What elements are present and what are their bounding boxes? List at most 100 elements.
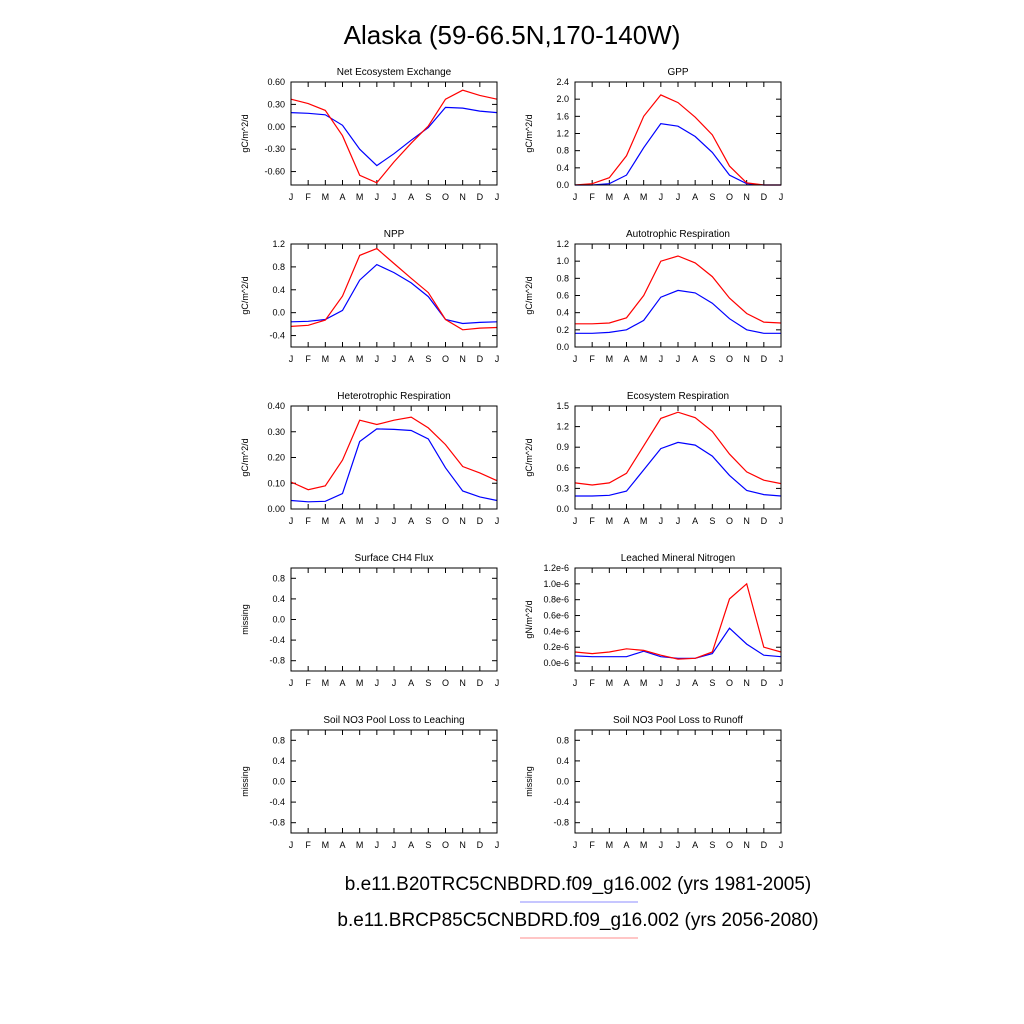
x-tick-label: J — [392, 192, 397, 202]
x-tick-label: J — [289, 192, 294, 202]
x-tick-label: O — [726, 840, 733, 850]
plot-frame — [290, 81, 498, 186]
x-tick-label: J — [495, 354, 500, 364]
y-tick-label: 0.8 — [272, 573, 285, 583]
series-line-2056-2080 — [575, 255, 782, 325]
y-axis-label: gC/m^2/d — [524, 276, 534, 314]
x-tick-label: O — [442, 192, 449, 202]
panel-title: Heterotrophic Respiration — [337, 391, 450, 402]
x-tick-label: A — [692, 516, 698, 526]
x-tick-label: A — [408, 840, 414, 850]
x-tick-label: N — [743, 354, 750, 364]
y-tick-label: 0.30 — [267, 427, 285, 437]
x-tick-label: M — [356, 192, 364, 202]
y-tick-label: 0.00 — [267, 122, 285, 132]
x-tick-label: J — [659, 678, 664, 688]
x-tick-label: D — [477, 678, 484, 688]
x-tick-label: S — [425, 840, 431, 850]
y-tick-label: 0.8 — [272, 262, 285, 272]
y-tick-label: -0.4 — [269, 635, 285, 645]
x-tick-label: M — [640, 516, 648, 526]
x-tick-label: N — [459, 516, 466, 526]
x-tick-label: J — [676, 516, 681, 526]
x-tick-label: N — [459, 678, 466, 688]
plot-frame — [574, 243, 782, 348]
series-line-2056-2080 — [290, 89, 498, 184]
series-line-2056-2080 — [290, 247, 498, 331]
chart-panel: Surface CH4 Flux-0.8-0.40.00.40.8J F M A M J J… — [240, 553, 499, 688]
x-tick-label: D — [477, 516, 484, 526]
y-tick-label: 0.0 — [556, 504, 569, 514]
panel-title: Surface CH4 Flux — [355, 553, 434, 564]
x-tick-label: J — [573, 840, 578, 850]
x-tick-label: A — [339, 678, 345, 688]
x-tick-label: D — [761, 516, 768, 526]
x-tick-label: F — [589, 516, 595, 526]
y-tick-label: 1.0 — [556, 256, 569, 266]
plot-frame — [574, 567, 782, 672]
x-tick-label: O — [442, 516, 449, 526]
x-tick-label: A — [408, 192, 414, 202]
x-tick-label: J — [392, 840, 397, 850]
plot-frame — [574, 405, 782, 510]
x-tick-label: M — [606, 678, 614, 688]
y-tick-label: 0.60 — [267, 77, 285, 87]
x-tick-label: A — [408, 678, 414, 688]
y-tick-label: 0.4 — [272, 285, 285, 295]
legend: b.e11.B20TRC5CNBDRD.f09_g16.002 (yrs 198… — [337, 874, 819, 939]
x-tick-label: J — [573, 678, 578, 688]
x-tick-label: N — [459, 354, 466, 364]
x-tick-label: M — [322, 354, 330, 364]
y-tick-label: -0.4 — [553, 797, 569, 807]
panel-title: Ecosystem Respiration — [627, 391, 729, 402]
x-tick-label: J — [659, 516, 664, 526]
x-tick-label: J — [495, 840, 500, 850]
x-tick-label: A — [623, 192, 629, 202]
y-axis-label: missing — [240, 766, 250, 797]
panel-title: Net Ecosystem Exchange — [337, 67, 452, 78]
y-tick-label: 0.6e-6 — [543, 611, 569, 621]
x-tick-label: N — [743, 678, 750, 688]
y-tick-label: 0.0 — [556, 342, 569, 352]
x-tick-label: J — [676, 192, 681, 202]
x-tick-label: A — [623, 678, 629, 688]
y-tick-label: 0.2 — [556, 325, 569, 335]
plot-frame — [574, 81, 782, 186]
y-tick-label: 0.4e-6 — [543, 626, 569, 636]
y-tick-label: 0.4 — [556, 756, 569, 766]
x-tick-label: M — [640, 678, 648, 688]
y-tick-label: 0.0 — [272, 615, 285, 625]
y-tick-label: 0.40 — [267, 401, 285, 411]
x-tick-label: J — [779, 354, 784, 364]
x-tick-label: J — [289, 516, 294, 526]
panel-title: Soil NO3 Pool Loss to Leaching — [323, 715, 464, 726]
x-tick-label: D — [477, 840, 484, 850]
y-tick-label: 0.0 — [556, 180, 569, 190]
x-tick-label: J — [676, 354, 681, 364]
x-tick-label: O — [726, 354, 733, 364]
plot-frame — [290, 729, 498, 834]
x-tick-label: A — [339, 840, 345, 850]
y-tick-label: -0.4 — [269, 331, 285, 341]
x-tick-label: N — [743, 840, 750, 850]
series-line-1981-2005 — [290, 263, 498, 325]
chart-panel: NPP-0.40.00.40.81.2J F M A M J J A S O N D JgC/m^2/d — [240, 229, 499, 364]
y-axis-label: missing — [240, 604, 250, 635]
y-tick-label: 0.0 — [272, 308, 285, 318]
y-tick-label: 0.8 — [556, 273, 569, 283]
y-tick-label: 1.2 — [556, 422, 569, 432]
x-tick-label: J — [495, 516, 500, 526]
chart-panel: Autotrophic Respiration 0.0 0.2 0.4 0.6 0.8 1.… — [524, 229, 783, 364]
y-axis-label: gC/m^2/d — [240, 276, 250, 314]
x-tick-label: M — [606, 516, 614, 526]
series-line-1981-2005 — [575, 289, 781, 334]
x-tick-label: J — [573, 516, 578, 526]
x-tick-label: M — [606, 354, 614, 364]
y-tick-label: 1.2e-6 — [543, 563, 569, 573]
x-tick-label: S — [425, 354, 431, 364]
y-axis-label: missing — [524, 766, 534, 797]
series-line-2056-2080 — [574, 582, 782, 660]
y-axis-label: gC/m^2/d — [240, 438, 250, 476]
y-tick-label: -0.4 — [269, 797, 285, 807]
x-tick-label: N — [743, 192, 750, 202]
